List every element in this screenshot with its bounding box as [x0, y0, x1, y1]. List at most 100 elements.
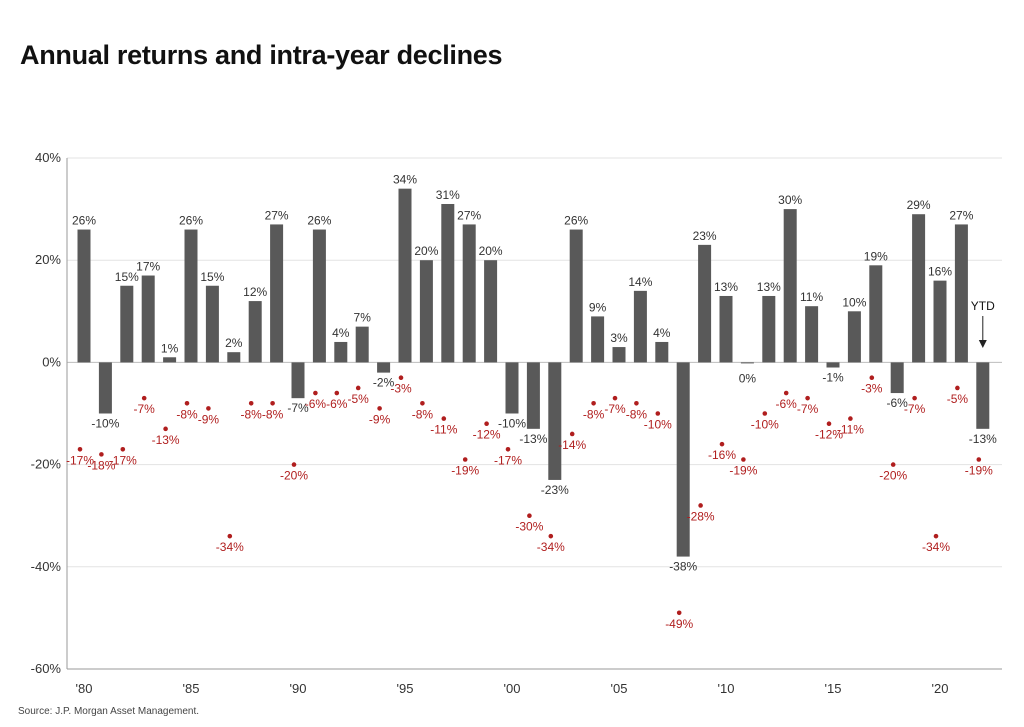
bar-label: 2% [225, 336, 243, 350]
decline-point [955, 385, 960, 391]
decline-point [783, 390, 789, 396]
decline-point [591, 400, 596, 406]
bar [740, 362, 754, 364]
bar-label: 13% [714, 280, 738, 294]
decline-label: -34% [922, 540, 950, 554]
y-tick-label: 0% [42, 354, 61, 369]
bar [484, 260, 498, 363]
bar [698, 244, 712, 363]
data-labels: 26%-10%15%17%1%26%15%2%12%27%-7%26%4%7%-… [66, 173, 997, 631]
bar [141, 275, 155, 363]
decline-point [634, 400, 639, 406]
bar [355, 326, 369, 363]
x-tick-label: '85 [183, 681, 200, 696]
axes: 40% 20% 0% -20% -40% -60% '80 '85 '90 '95 '00 '05 '1… [31, 150, 1002, 696]
bar [569, 229, 583, 363]
decline-label: -17% [494, 453, 522, 467]
bar [655, 341, 669, 363]
bar-label: 23% [693, 229, 717, 243]
bar-series [77, 188, 990, 557]
decline-label: -49% [665, 617, 693, 631]
bar [334, 341, 348, 363]
bar-label: 0% [739, 371, 757, 385]
bar-label: 26% [564, 214, 588, 228]
decline-label: -20% [879, 469, 907, 483]
decline-label: -3% [390, 382, 412, 396]
decline-point [912, 395, 917, 401]
bar-label: 3% [610, 331, 628, 345]
decline-point [77, 446, 83, 452]
bar-label: 26% [72, 214, 96, 228]
decline-point [291, 462, 297, 467]
bar [462, 224, 476, 363]
bar-label: 20% [479, 244, 503, 258]
bar [890, 362, 904, 394]
bar-label: 4% [332, 326, 350, 340]
decline-label: -28% [687, 509, 715, 523]
bar [398, 188, 412, 363]
decline-label: -12% [473, 428, 501, 442]
decline-point [741, 457, 746, 462]
decline-label: -9% [369, 412, 391, 426]
decline-point [334, 390, 340, 396]
decline-point [184, 400, 190, 406]
decline-label: -7% [797, 402, 819, 416]
decline-label: -8% [583, 407, 605, 421]
x-tick-label: '00 [504, 681, 521, 696]
chart-title: Annual returns and intra-year declines [20, 40, 503, 70]
x-tick-label: '10 [718, 681, 735, 696]
x-tick-label: '05 [611, 681, 628, 696]
decline-label: -3% [861, 382, 883, 396]
bar [783, 209, 797, 363]
decline-label: -34% [216, 540, 244, 554]
bar [441, 203, 455, 363]
decline-label: -11% [837, 423, 864, 437]
decline-point [313, 390, 318, 396]
decline-label: -19% [451, 463, 479, 477]
bar [526, 362, 540, 429]
decline-point [141, 395, 147, 401]
decline-point [420, 400, 425, 406]
decline-point [976, 457, 982, 462]
decline-label: -18% [87, 458, 115, 472]
bar [205, 285, 219, 363]
bar-label: -1% [822, 371, 844, 385]
y-tick-label: -40% [31, 559, 62, 574]
decline-point [99, 452, 104, 457]
bar [869, 265, 883, 363]
bar-label: 11% [800, 290, 823, 304]
bar [847, 311, 861, 363]
bar-label: -2% [373, 376, 395, 390]
bar [312, 229, 326, 363]
bar [954, 224, 968, 363]
decline-label: -9% [198, 412, 220, 426]
x-tick-label: '95 [397, 681, 414, 696]
decline-label: -10% [751, 418, 779, 432]
bar-label: 13% [757, 280, 781, 294]
decline-label: -8% [241, 407, 263, 421]
bar-label: 20% [414, 244, 438, 258]
bar-label: -10% [91, 417, 119, 431]
decline-point [206, 406, 211, 411]
y-tick-label: -60% [31, 661, 62, 676]
decline-point [612, 395, 618, 401]
decline-label: -7% [134, 402, 156, 416]
x-tick-label: '90 [290, 681, 307, 696]
bar [419, 260, 433, 363]
x-tick-label: '20 [932, 681, 949, 696]
bar-label: 16% [928, 265, 952, 279]
bar-label: 10% [842, 295, 866, 309]
decline-label: -34% [537, 540, 565, 554]
decline-label: -13% [152, 433, 180, 447]
bar [612, 347, 626, 363]
decline-label: -8% [176, 407, 198, 421]
decline-point [441, 416, 447, 421]
bar-label: 7% [354, 311, 372, 325]
bar [805, 306, 819, 363]
bar-label: 26% [179, 214, 203, 228]
decline-label: -6% [326, 397, 348, 411]
bar-label: -38% [669, 560, 697, 574]
decline-label: -5% [947, 392, 969, 406]
decline-point [248, 400, 254, 406]
source-note: Source: J.P. Morgan Asset Management. [18, 706, 200, 717]
